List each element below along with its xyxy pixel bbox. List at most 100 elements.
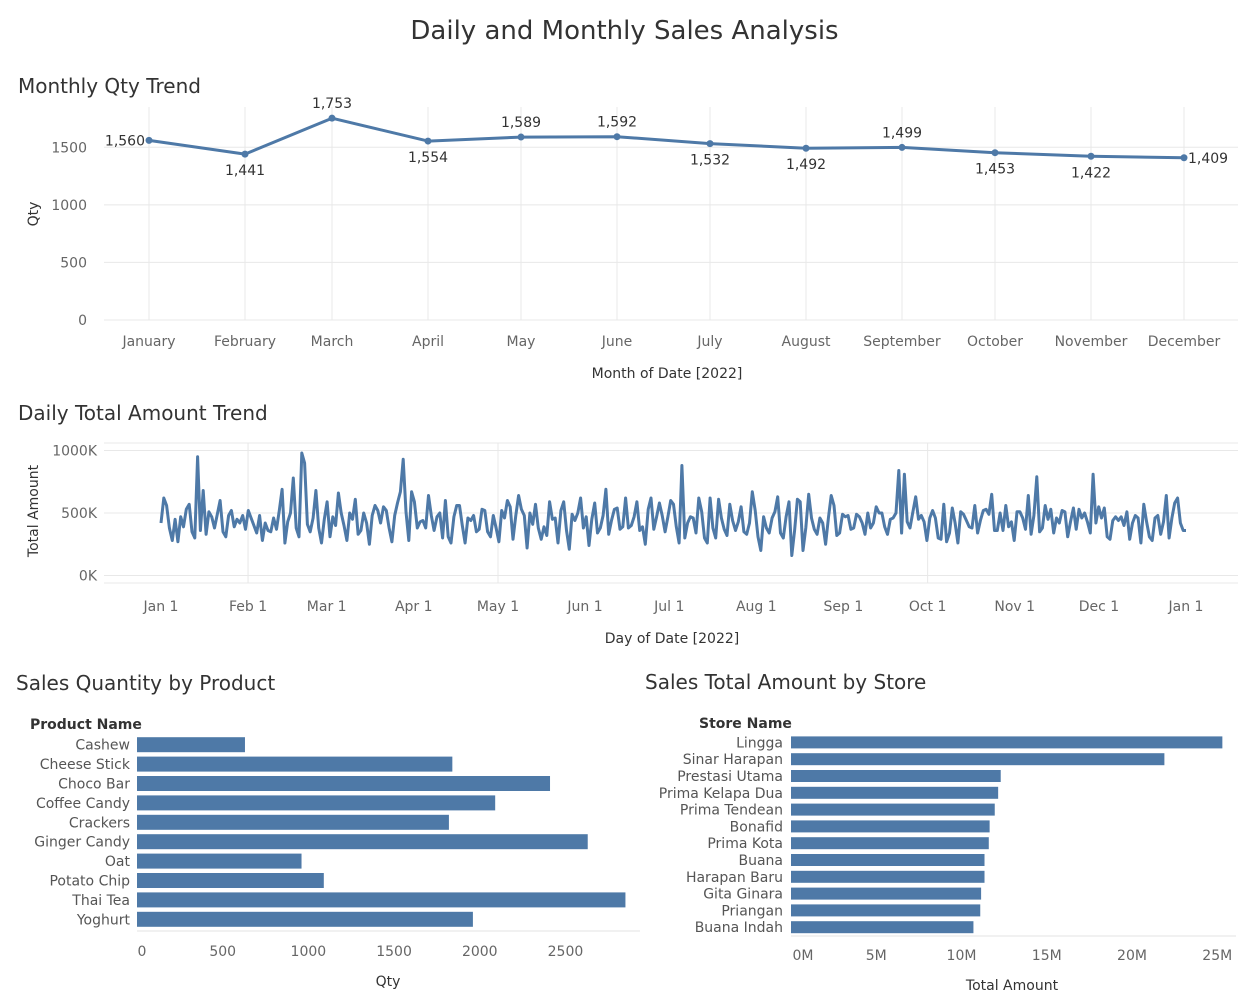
store-category-label: Sinar Harapan [683,752,783,768]
store-category-label: Lingga [736,735,783,751]
monthly-qty-data-label: 1,441 [225,163,265,179]
monthly-qty-point [613,133,621,141]
daily-x-tick-label: Jul 1 [653,599,684,615]
store-x-axis-title: Total Amount [965,978,1059,994]
daily-x-tick-label: May 1 [477,599,519,615]
product-category-label: Coffee Candy [36,796,130,812]
daily-x-tick-label: Nov 1 [994,599,1035,615]
monthly-qty-point [241,150,249,158]
monthly-qty-line [148,116,1185,160]
product-x-tick-label: 2000 [462,944,498,960]
monthly-qty-point [424,137,432,145]
store-amount-bar [791,904,981,917]
monthly-qty-point [802,144,810,152]
product-qty-bar [137,834,588,850]
store-amount-bar [791,870,985,883]
store-category-label: Prima Kelapa Dua [659,786,783,802]
monthly-qty-point [517,133,525,141]
product-x-tick-label: 0 [138,944,147,960]
product-x-tick-label: 500 [209,944,236,960]
monthly-qty-data-label: 1,592 [597,115,637,131]
monthly-x-tick-label: December [1148,334,1221,350]
store-chart-title: Sales Total Amount by Store [645,670,927,694]
monthly-x-tick-label: June [601,334,633,350]
store-amount-bar [791,854,985,866]
monthly-qty-data-label: 1,422 [1071,165,1111,181]
monthly-y-tick-label: 500 [60,255,87,271]
product-qty-bar [137,873,324,888]
monthly-x-tick-label: September [863,334,941,350]
daily-x-tick-label: Aug 1 [736,599,777,615]
monthly-x-tick-label: August [782,334,832,350]
product-x-tick-label: 2500 [548,944,584,960]
daily-x-tick-label: Jun 1 [566,599,602,615]
store-x-tick-label: 20M [1117,948,1147,964]
monthly-chart-title: Monthly Qty Trend [18,74,201,98]
product-category-label: Ginger Candy [34,835,130,851]
daily-x-tick-label: Oct 1 [909,599,947,615]
product-category-label: Yoghurt [76,912,131,928]
product-qty-bar [137,737,245,753]
product-x-tick-label: 1500 [376,944,412,960]
daily-x-tick-label: Jan 1 [1168,599,1204,615]
monthly-qty-data-label: 1,532 [690,153,730,169]
store-x-tick-label: 25M [1202,948,1232,964]
monthly-qty-point [706,140,714,148]
daily-x-tick-label: Apr 1 [395,599,433,615]
product-category-label: Cashew [75,738,130,754]
store-amount-bar [791,887,982,900]
product-category-label: Cheese Stick [40,757,131,773]
daily-x-axis-title: Day of Date [2022] [605,631,740,647]
daily-y-tick-label: 1000K [52,444,98,460]
store-x-tick-label: 0M [793,948,814,964]
monthly-qty-data-label: 1,554 [408,150,448,166]
daily-y-axis-title: Total Amount [26,464,42,558]
monthly-qty-data-label: 1,753 [312,96,352,112]
monthly-x-tick-label: January [121,334,175,350]
product-chart-title: Sales Quantity by Product [16,671,276,695]
monthly-qty-data-label: 1,453 [975,162,1015,178]
product-x-tick-label: 1000 [291,944,327,960]
product-qty-bar [137,911,473,927]
store-category-label: Buana Indah [695,920,783,936]
monthly-qty-point [328,114,336,122]
product-x-axis-title: Qty [376,974,401,990]
product-category-label: Crackers [69,815,130,831]
product-category-label: Potato Chip [49,874,130,890]
product-qty-bar [137,756,453,772]
monthly-qty-point [898,143,906,151]
monthly-qty-data-label: 1,492 [786,157,826,173]
daily-chart-title: Daily Total Amount Trend [18,401,268,425]
store-category-label: Priangan [721,903,783,919]
store-x-tick-label: 5M [866,948,887,964]
monthly-x-tick-label: July [696,334,722,350]
daily-amount-line [159,451,1186,557]
monthly-qty-point [1180,154,1188,162]
monthly-x-tick-label: March [311,334,354,350]
store-category-label: Bonafid [730,819,783,835]
product-qty-bar [137,814,449,830]
store-amount-bar [791,820,990,833]
store-category-label: Prima Tendean [680,803,783,819]
monthly-qty-point [1087,152,1095,160]
product-qty-bar [137,853,302,869]
store-category-label: Buana [738,853,783,869]
monthly-y-tick-label: 0 [78,313,87,329]
store-category-label: Gita Ginara [703,887,783,903]
product-qty-bar [137,892,626,908]
store-amount-bar [791,770,1001,782]
monthly-y-tick-label: 1500 [51,140,87,156]
store-amount-bar [791,736,1223,749]
store-amount-bar [791,753,1165,766]
monthly-x-axis-title: Month of Date [2022] [592,366,743,382]
daily-y-tick-label: 0K [79,569,98,585]
product-qty-bar [137,776,551,791]
monthly-y-tick-label: 1000 [51,198,87,214]
dashboard-title: Daily and Monthly Sales Analysis [410,16,839,46]
store-category-label: Prima Kota [707,836,783,852]
store-x-tick-label: 10M [947,948,977,964]
monthly-x-tick-label: April [412,334,444,350]
monthly-qty-point [991,149,999,157]
monthly-qty-data-label: 1,589 [501,115,541,131]
